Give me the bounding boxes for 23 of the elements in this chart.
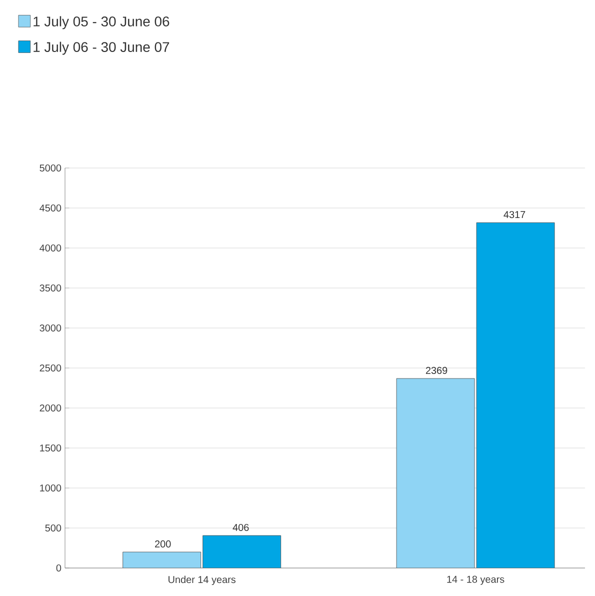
y-tick-label: 4000 [40,244,62,252]
y-tick-label: 500 [45,524,62,532]
x-tick-label: 14 - 18 years [447,576,504,585]
y-tick-label: 5000 [40,164,62,172]
bar [122,552,202,568]
bar [476,222,555,568]
legend-label: 1 July 06 - 30 June 07 [34,42,170,55]
bar [396,378,475,568]
bar [202,535,282,568]
y-tick-label: 1000 [40,484,62,492]
y-tick-label: 3500 [40,284,62,292]
data-label: 2369 [426,366,448,374]
y-tick-label: 1500 [40,444,62,452]
legend-label: 1 July 05 - 30 June 06 [34,16,170,30]
y-tick-label: 4500 [40,204,62,212]
data-label: 200 [155,540,171,548]
data-label: 4317 [504,211,526,218]
y-tick-label: 2000 [40,404,62,412]
data-label: 406 [232,524,249,531]
y-tick-label: 0 [56,564,62,572]
y-tick-label: 2500 [40,364,62,372]
x-tick-label: Under 14 years [168,576,236,586]
y-tick-label: 3000 [40,324,62,332]
